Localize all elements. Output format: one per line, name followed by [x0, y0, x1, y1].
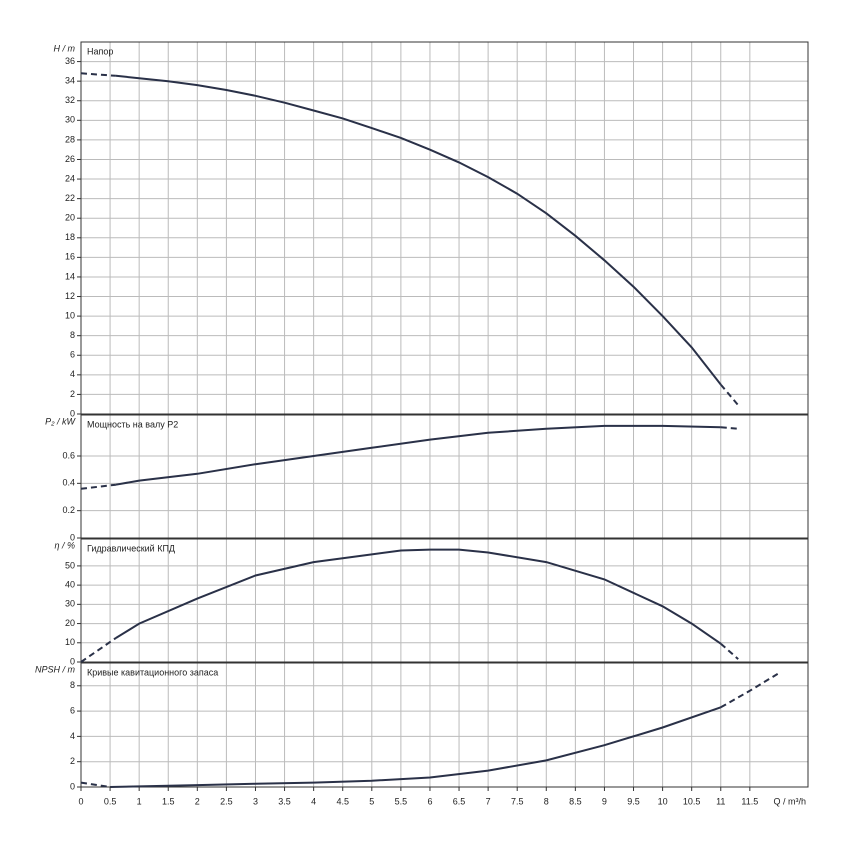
x-tick-label: 5.5 — [395, 796, 408, 806]
x-tick-label: 3 — [253, 796, 258, 806]
x-tick-label: 3.5 — [278, 796, 291, 806]
y-tick-label: 4 — [70, 731, 75, 741]
x-tick-label: 2.5 — [220, 796, 233, 806]
curve — [720, 383, 739, 406]
y-tick-label: 0 — [70, 408, 75, 418]
panel-title: Мощность на валу P2 — [87, 419, 178, 429]
y-tick-label: 2 — [70, 756, 75, 766]
y-tick-label: 0 — [70, 656, 75, 666]
y-tick-label: 16 — [65, 252, 75, 262]
x-tick-label: 2 — [195, 796, 200, 806]
curve — [80, 781, 111, 788]
panel-frame — [80, 414, 809, 539]
y-tick-label: 14 — [65, 271, 75, 281]
y-tick-label: 8 — [70, 680, 75, 690]
y-tick-label: 40 — [65, 580, 75, 590]
y-tick-label: 2 — [70, 389, 75, 399]
panel-title: Гидравлический КПД — [87, 543, 175, 553]
curve — [80, 637, 117, 663]
y-tick-label: 10 — [65, 637, 75, 647]
x-tick-label: 11 — [716, 796, 725, 806]
x-tick-label: 6 — [427, 796, 432, 806]
panel-frame — [80, 662, 809, 788]
x-tick-label: 7 — [486, 796, 491, 806]
y-tick-label: 4 — [70, 369, 75, 379]
curve — [720, 426, 739, 430]
y-axis-label: H / m — [54, 43, 76, 53]
curve — [110, 706, 722, 788]
x-tick-label: 1 — [137, 796, 142, 806]
panel-frame — [80, 538, 809, 663]
x-tick-label: 10.5 — [683, 796, 701, 806]
y-tick-label: 20 — [65, 213, 75, 223]
y-axis-label: NPSH / m — [35, 664, 76, 674]
y-tick-label: 18 — [65, 232, 75, 242]
x-tick-label: 11.5 — [741, 796, 758, 806]
curve — [115, 74, 722, 386]
y-tick-label: 8 — [70, 330, 75, 340]
panel-title: Напор — [87, 46, 113, 56]
y-axis-label: η / % — [54, 540, 75, 550]
y-tick-label: 34 — [65, 76, 75, 86]
curve — [720, 672, 780, 709]
x-tick-label: 5 — [369, 796, 374, 806]
y-tick-label: 28 — [65, 134, 75, 144]
y-axis-label: P₂ / kW — [45, 416, 76, 426]
x-tick-label: 7.5 — [511, 796, 524, 806]
y-tick-label: 0 — [70, 532, 75, 542]
x-tick-label: 9.5 — [627, 796, 640, 806]
curve — [80, 72, 116, 77]
panel-title: Кривые кавитационного запаса — [87, 667, 218, 677]
y-tick-label: 30 — [65, 599, 75, 609]
y-tick-label: 50 — [65, 560, 75, 570]
y-tick-label: 20 — [65, 618, 75, 628]
y-tick-label: 10 — [65, 310, 75, 320]
y-tick-label: 0.6 — [62, 450, 75, 460]
y-tick-label: 0 — [70, 781, 75, 791]
y-tick-label: 36 — [65, 56, 75, 66]
panel-frame — [80, 41, 809, 415]
curve — [80, 483, 117, 490]
y-tick-label: 26 — [65, 154, 75, 164]
y-tick-label: 22 — [65, 193, 75, 203]
y-tick-label: 24 — [65, 173, 75, 183]
x-tick-label: 10 — [658, 796, 668, 806]
y-tick-label: 0.2 — [62, 505, 75, 515]
y-tick-label: 30 — [65, 115, 75, 125]
x-tick-label: 4.5 — [336, 796, 349, 806]
x-axis-label: Q / m³/h — [773, 796, 806, 806]
curve — [720, 642, 739, 660]
curve — [115, 424, 721, 486]
y-tick-label: 12 — [65, 291, 75, 301]
y-tick-label: 0.4 — [62, 478, 75, 488]
x-tick-label: 0 — [78, 796, 83, 806]
x-tick-label: 1.5 — [162, 796, 175, 806]
y-tick-label: 6 — [70, 705, 75, 715]
x-tick-label: 8.5 — [569, 796, 582, 806]
curve — [115, 548, 722, 645]
x-tick-label: 8 — [544, 796, 549, 806]
x-tick-label: 9 — [602, 796, 607, 806]
y-tick-label: 6 — [70, 350, 75, 360]
y-tick-label: 32 — [65, 95, 75, 105]
x-tick-label: 6.5 — [453, 796, 466, 806]
x-tick-label: 0.5 — [104, 796, 117, 806]
x-tick-label: 4 — [311, 796, 316, 806]
